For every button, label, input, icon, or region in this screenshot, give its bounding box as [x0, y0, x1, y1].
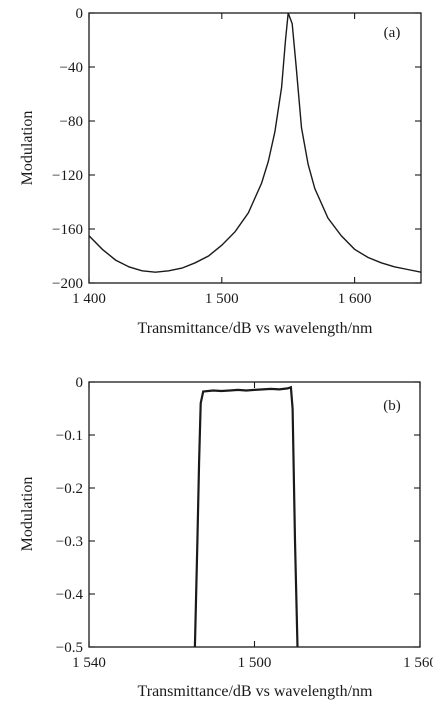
y-ticks-a: 0 −40 −80 −120 −160 −200 [52, 6, 421, 292]
x-tick-label: 1 500 [238, 655, 272, 671]
plot-frame-b [88, 381, 421, 648]
y-tick-label: −0.2 [56, 481, 83, 497]
x-tick-label: 1 560 [403, 655, 433, 671]
series-b [193, 385, 299, 648]
y-tick-label: −0.5 [56, 640, 83, 656]
panel-label-a: (a) [384, 25, 401, 41]
x-axis-title-b: Transmittance/dB vs wavelength/nm [138, 683, 373, 700]
plot-frame-a [88, 12, 422, 284]
y-tick-label: −0.1 [56, 428, 83, 444]
x-tick-label: 1 400 [72, 291, 106, 307]
x-ticks-b: 1 540 1 500 1 560 [72, 382, 433, 671]
x-tick-label: 1 540 [72, 655, 106, 671]
y-tick-label: −40 [60, 60, 83, 76]
series-a [88, 12, 422, 273]
y-tick-label: 0 [76, 6, 84, 22]
panel-label-b: (b) [383, 398, 401, 414]
y-axis-title-b: Modulation [19, 477, 36, 552]
y-tick-label: −160 [52, 222, 83, 238]
y-tick-label: −120 [52, 168, 83, 184]
y-axis-title-a: Modulation [19, 111, 36, 186]
y-tick-label: −0.4 [56, 587, 84, 603]
y-tick-label: 0 [76, 375, 84, 391]
chart-panel-b: 0 −0.1 −0.2 −0.3 −0.4 −0.5 1 540 1 500 1 560 (b… [19, 375, 433, 700]
x-tick-label: 1 500 [205, 291, 239, 307]
chart-panel-a: 0−40−80−120−160−200 1 400 1 500 1 600 (a) … [19, 6, 422, 337]
y-tick-label: −0.3 [56, 534, 83, 550]
y-tick-label: −80 [60, 114, 83, 130]
y-tick-label: −200 [52, 276, 83, 292]
x-axis-title-a: Transmittance/dB vs wavelength/nm [138, 320, 373, 337]
x-ticks-a: 1 400 1 500 1 600 [72, 13, 371, 307]
series-line-0 [88, 12, 422, 273]
series-line-0 [193, 385, 299, 648]
x-tick-label: 1 600 [338, 291, 372, 307]
y-ticks-b: 0 −0.1 −0.2 −0.3 −0.4 −0.5 [56, 375, 420, 656]
